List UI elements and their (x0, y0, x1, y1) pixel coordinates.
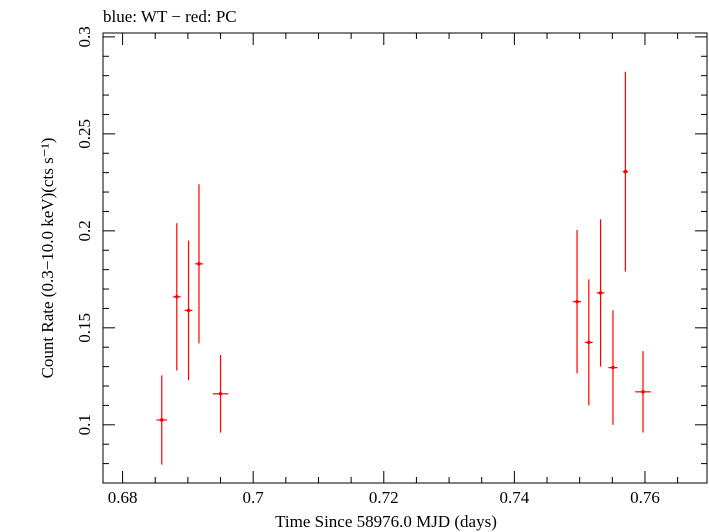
point-marker (623, 169, 628, 174)
point-marker (587, 340, 591, 345)
point-marker (598, 291, 603, 295)
plot-frame (102, 32, 708, 484)
data-point (184, 240, 193, 381)
y-axis-label: Count Rate (0.3−10.0 keV)(cts s⁻¹) (38, 138, 57, 379)
point-marker (159, 418, 164, 422)
point-marker (641, 390, 645, 394)
point-marker (218, 391, 223, 396)
point-marker (197, 262, 201, 266)
x-tick-label: 0.76 (630, 488, 660, 507)
point-marker (174, 294, 179, 299)
data-point (172, 223, 181, 371)
y-axis: 0.1 0.15 0.2 0.25 0.3 (75, 26, 707, 465)
x-tick-label: 0.72 (369, 488, 399, 507)
data-point (635, 351, 651, 433)
x-tick-label: 0.74 (499, 488, 529, 507)
plot-border (102, 32, 708, 484)
point-marker (575, 299, 579, 304)
data-point (212, 354, 229, 433)
data-point (608, 310, 618, 425)
point-marker (186, 308, 191, 313)
y-tick-label: 0.3 (75, 26, 94, 47)
data-point (584, 279, 593, 406)
x-axis: 0.68 0.7 0.72 0.74 0.76 (108, 33, 679, 507)
x-axis-label: Time Since 58976.0 MJD (days) (275, 512, 497, 531)
y-tick-label: 0.15 (75, 313, 94, 343)
data-point (573, 229, 581, 374)
chart-title: blue: WT − red: PC (103, 7, 237, 26)
data-series (156, 71, 651, 465)
x-tick-label: 0.7 (243, 488, 265, 507)
y-tick-label: 0.2 (75, 220, 94, 241)
y-tick-label: 0.25 (75, 119, 94, 149)
data-point (195, 184, 203, 344)
data-point (156, 375, 167, 465)
point-marker (611, 365, 615, 370)
x-tick-label: 0.68 (108, 488, 138, 507)
data-point (596, 219, 605, 367)
data-point (622, 71, 628, 272)
y-tick-label: 0.1 (75, 414, 94, 435)
